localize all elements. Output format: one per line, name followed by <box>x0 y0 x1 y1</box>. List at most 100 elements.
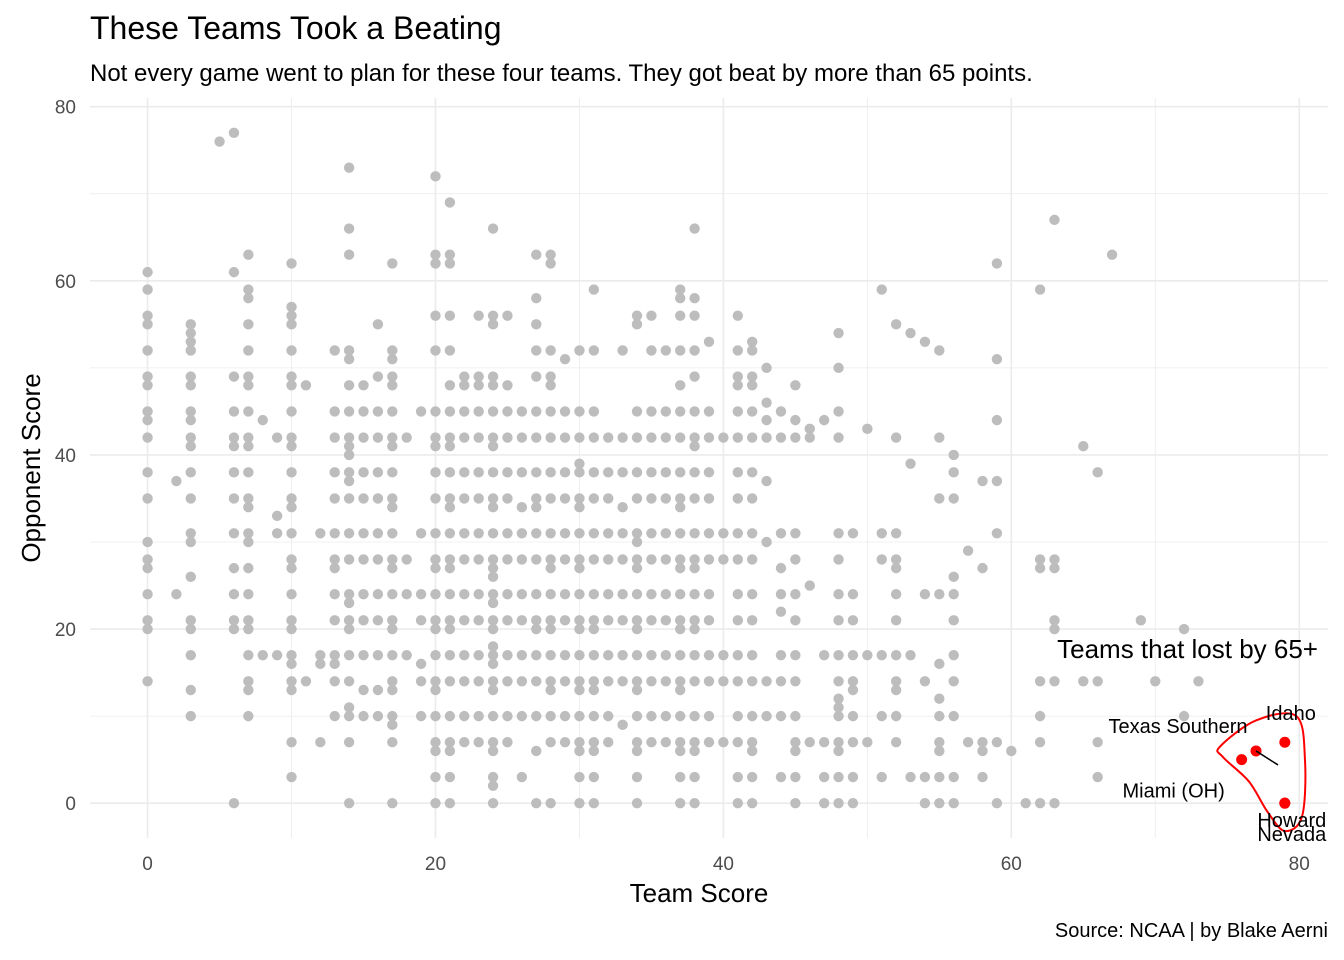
game-point <box>718 432 729 443</box>
game-point <box>358 710 369 722</box>
game-point <box>343 353 355 365</box>
game-point <box>185 406 196 417</box>
game-point <box>401 432 412 443</box>
game-point <box>286 319 297 330</box>
game-point <box>890 615 902 626</box>
game-point <box>444 710 456 722</box>
game-point <box>574 797 585 809</box>
game-point <box>531 710 542 722</box>
game-point <box>804 432 815 443</box>
game-point <box>358 380 369 391</box>
game-point <box>487 319 499 330</box>
game-point <box>358 684 369 696</box>
game-point <box>675 615 686 626</box>
game-point <box>790 615 801 626</box>
game-point <box>531 319 542 330</box>
game-point <box>243 623 254 635</box>
game-point <box>243 562 254 574</box>
chart-subtitle: Not every game went to plan for these fo… <box>90 60 1033 87</box>
game-point <box>502 589 513 600</box>
game-point <box>502 649 513 661</box>
game-point <box>703 406 715 417</box>
game-point <box>905 771 916 783</box>
game-point <box>286 406 297 417</box>
game-point <box>818 649 830 661</box>
game-point <box>487 597 499 609</box>
game-point <box>934 745 945 757</box>
game-point <box>804 737 815 748</box>
game-point <box>286 649 297 661</box>
game-point <box>502 432 513 443</box>
game-point <box>775 676 787 687</box>
game-point <box>228 562 240 574</box>
game-point <box>531 589 542 600</box>
game-point <box>905 649 916 661</box>
game-point <box>847 676 859 687</box>
game-point <box>487 745 499 757</box>
game-point <box>761 397 772 408</box>
game-point <box>746 371 758 382</box>
game-point <box>545 345 556 356</box>
game-point <box>675 684 686 696</box>
game-point <box>286 501 297 513</box>
game-point <box>660 554 672 565</box>
game-point <box>430 441 441 452</box>
game-point <box>531 501 542 513</box>
game-point <box>919 771 931 783</box>
game-point <box>775 589 787 600</box>
game-point <box>228 797 240 809</box>
game-point <box>502 380 513 391</box>
game-point <box>890 737 902 748</box>
game-point <box>459 380 470 391</box>
game-point <box>387 797 398 809</box>
game-point <box>473 467 484 478</box>
game-point <box>286 380 297 391</box>
x-tick-label: 80 <box>1289 854 1310 875</box>
game-point <box>343 475 355 487</box>
game-point <box>718 649 729 661</box>
game-point <box>372 406 384 417</box>
game-point <box>171 589 182 600</box>
game-point <box>185 710 196 722</box>
game-point <box>1092 771 1103 783</box>
game-point <box>732 676 743 687</box>
game-point <box>588 345 600 356</box>
game-point <box>934 771 945 783</box>
game-point <box>703 554 715 565</box>
game-point <box>775 528 787 539</box>
game-point <box>1078 676 1089 687</box>
game-point <box>430 467 441 478</box>
game-point <box>559 406 571 417</box>
game-point <box>675 432 686 443</box>
game-point <box>430 345 441 356</box>
x-axis-title: Team Score <box>630 878 769 908</box>
game-point <box>516 771 528 783</box>
game-point <box>358 615 369 626</box>
game-point <box>1049 615 1060 626</box>
game-point <box>444 623 456 635</box>
game-point <box>243 528 254 539</box>
game-point <box>790 797 801 809</box>
game-point <box>286 441 297 452</box>
game-point <box>1034 284 1046 295</box>
game-point <box>430 676 441 687</box>
game-point <box>934 658 945 670</box>
game-point <box>473 710 484 722</box>
game-point <box>574 562 585 574</box>
game-point <box>473 676 484 687</box>
game-point <box>430 258 441 269</box>
team-label: Idaho <box>1266 703 1316 725</box>
game-point <box>948 771 959 783</box>
game-point <box>689 710 700 722</box>
game-point <box>243 493 254 504</box>
game-point <box>473 380 484 391</box>
game-point <box>430 432 441 443</box>
game-point <box>516 615 528 626</box>
game-point <box>833 554 844 565</box>
game-point <box>415 589 427 600</box>
game-point <box>185 319 196 330</box>
game-point <box>689 649 700 661</box>
game-point <box>574 554 585 565</box>
game-point <box>487 771 499 783</box>
game-point <box>675 623 686 635</box>
